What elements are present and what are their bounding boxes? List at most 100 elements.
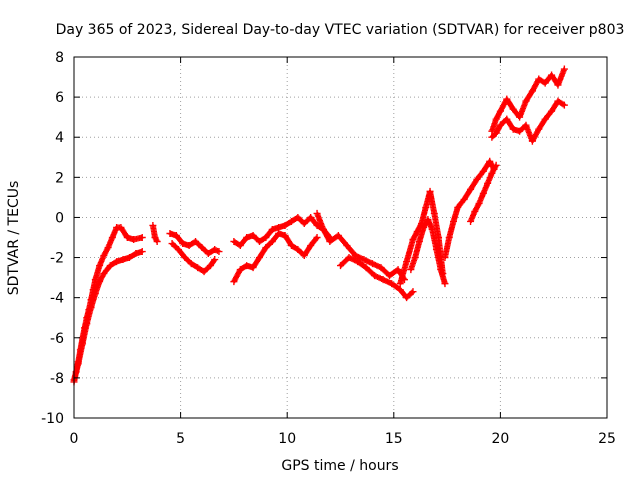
data-point — [420, 223, 428, 231]
data-point — [535, 125, 543, 133]
data-point — [108, 234, 116, 241]
data-point — [467, 217, 475, 225]
data-point — [379, 276, 387, 284]
x-tick-label: 5 — [176, 431, 185, 447]
data-point-fill — [313, 235, 320, 242]
data-point — [403, 294, 411, 302]
data-point — [479, 189, 487, 197]
data-point — [362, 264, 370, 272]
data-point — [281, 221, 289, 229]
data-point — [149, 221, 157, 229]
data-point — [138, 248, 146, 256]
data-point — [255, 254, 263, 262]
y-tick-label: -10 — [41, 411, 64, 427]
data-point — [326, 238, 334, 246]
data-point — [371, 272, 379, 280]
data-point — [396, 280, 404, 288]
data-point — [275, 223, 283, 231]
data-point — [454, 203, 462, 211]
data-point — [113, 258, 121, 266]
data-point — [187, 260, 195, 268]
data-point — [496, 107, 504, 115]
data-point — [516, 127, 524, 135]
data-point — [415, 238, 423, 246]
data-point — [437, 266, 445, 274]
data-point — [287, 217, 295, 225]
data-point — [473, 175, 481, 183]
data-point — [554, 81, 562, 89]
data-point — [100, 252, 108, 260]
data-point — [198, 244, 206, 252]
data-point — [560, 101, 568, 109]
data-point — [211, 246, 219, 254]
data-point — [360, 256, 368, 264]
data-point — [151, 234, 159, 241]
data-point — [300, 252, 308, 260]
y-tick-label: 4 — [55, 130, 64, 146]
data-point — [479, 167, 487, 175]
y-tick-label: -8 — [50, 371, 64, 387]
data-point — [528, 137, 536, 145]
data-point — [409, 288, 417, 296]
x-tick-label: 20 — [491, 431, 509, 447]
data-point — [125, 254, 133, 262]
data-point — [179, 240, 187, 248]
y-tick-label: 2 — [55, 170, 64, 186]
data-point — [422, 203, 430, 211]
data-point — [484, 179, 492, 187]
data-point — [426, 187, 434, 195]
data-point — [243, 262, 251, 270]
data-point — [130, 236, 138, 244]
data-point — [192, 238, 200, 246]
data-point — [119, 256, 127, 264]
data-point — [313, 209, 321, 217]
data-point — [194, 264, 202, 272]
data-point — [345, 254, 353, 262]
data-point — [153, 238, 161, 246]
data-point — [319, 225, 327, 233]
data-point — [411, 254, 419, 262]
data-point — [337, 262, 344, 270]
data-point — [548, 107, 556, 115]
data-point — [249, 264, 257, 272]
y-tick-label: -6 — [50, 331, 64, 347]
data-point — [300, 219, 308, 227]
data-point — [91, 290, 99, 298]
data-point — [106, 262, 114, 270]
data-point — [334, 231, 342, 239]
data-point — [117, 223, 125, 231]
data-point — [441, 254, 449, 262]
data-point — [424, 215, 432, 223]
data-point — [386, 272, 394, 280]
data-point — [509, 125, 517, 133]
data-point — [96, 262, 104, 270]
data-point — [104, 244, 112, 252]
data-point — [503, 115, 511, 123]
data-point — [83, 320, 91, 328]
plot-frame — [73, 56, 608, 419]
data-point — [166, 229, 174, 237]
data-point — [396, 286, 404, 294]
data-point-fill — [560, 101, 567, 108]
data-point — [351, 252, 359, 260]
data-point — [554, 97, 562, 105]
data-point — [236, 242, 244, 250]
data-point — [522, 121, 530, 129]
data-point — [535, 75, 543, 83]
data-point — [268, 238, 276, 246]
data-point — [354, 258, 362, 266]
y-tick-label: -4 — [50, 291, 64, 307]
y-tick-label: 6 — [55, 90, 64, 106]
data-point — [528, 87, 536, 95]
data-point — [492, 161, 500, 169]
data-point — [275, 229, 283, 237]
data-point — [541, 79, 549, 87]
y-axis-label: SDTVAR / TECUs — [6, 181, 22, 296]
data-point — [313, 234, 321, 241]
data-point — [430, 209, 438, 217]
data-point — [100, 270, 108, 278]
data-point — [87, 304, 95, 312]
data-point — [403, 258, 411, 266]
data-point — [281, 231, 289, 239]
